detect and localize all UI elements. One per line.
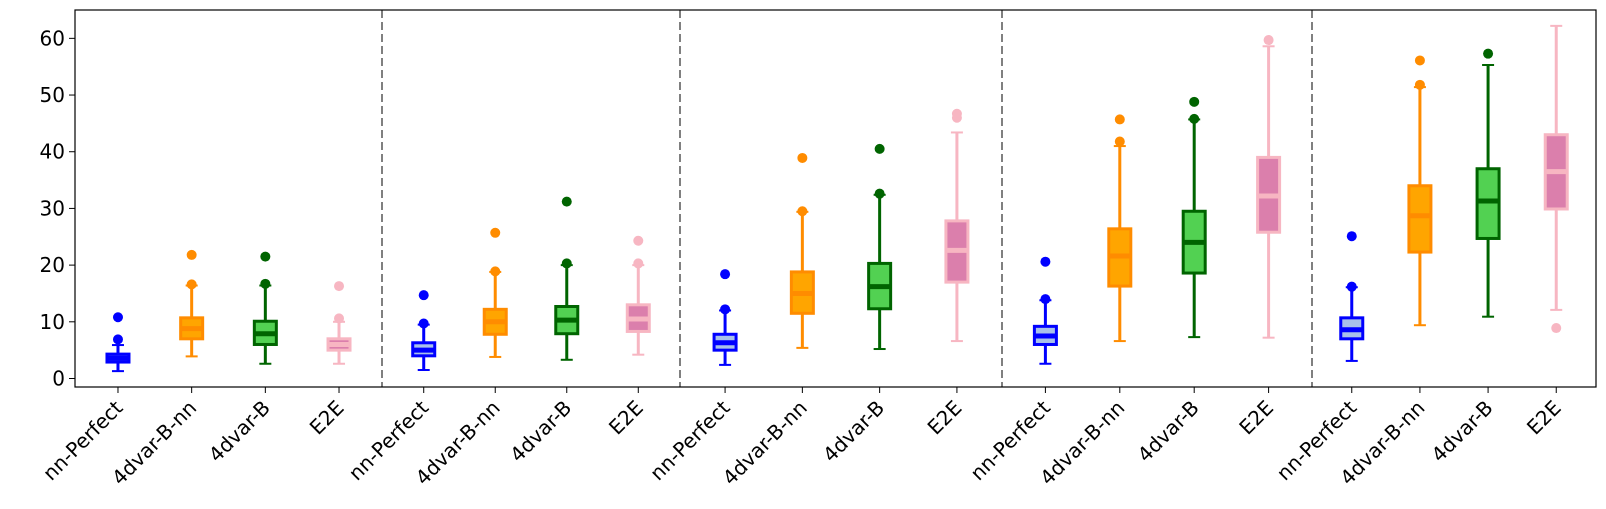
box-4dvar-B-group-5	[1475, 48, 1501, 318]
outlier-point	[490, 266, 501, 277]
y-tick-label: 60	[40, 26, 65, 50]
box-E2E-group-1	[326, 281, 352, 365]
outlier-point	[720, 304, 731, 315]
outlier-point	[561, 196, 572, 207]
x-tick-label: 4dvar-B	[1133, 396, 1204, 467]
x-tick-label: 4dvar-B	[1426, 396, 1497, 467]
outlier-point	[633, 258, 644, 269]
outlier-point	[1189, 96, 1200, 107]
x-tick-label: 4dvar-B	[505, 396, 576, 467]
outlier-point	[1114, 136, 1125, 147]
box-nn-Perfect-group-3	[712, 269, 738, 366]
box-4dvar-B-group-2	[554, 196, 580, 361]
y-tick-label: 40	[40, 140, 65, 164]
box-4dvar-B-nn-group-3	[789, 152, 815, 349]
outlier-point	[720, 269, 731, 280]
outlier-point	[874, 143, 885, 154]
x-tick-label: E2E	[305, 396, 349, 440]
x-tick-label: E2E	[1234, 396, 1278, 440]
x-tick-label: 4dvar-B	[204, 396, 275, 467]
outlier-point	[1414, 55, 1425, 66]
outlier-point	[1040, 294, 1051, 305]
outlier-point	[1483, 48, 1494, 59]
box-4dvar-B-nn-group-4	[1107, 114, 1133, 343]
outlier-point	[418, 318, 429, 329]
outlier-point	[1551, 323, 1562, 334]
outlier-point	[1346, 281, 1357, 292]
y-tick-label: 30	[40, 196, 65, 220]
x-tick-label: E2E	[923, 396, 967, 440]
box-4dvar-B-nn-group-5	[1407, 55, 1433, 327]
outlier-point	[1189, 113, 1200, 124]
outlier-point	[561, 258, 572, 269]
iqr-box	[1475, 167, 1501, 240]
outlier-point	[1040, 256, 1051, 267]
outlier-point	[1263, 35, 1274, 46]
outlier-point	[186, 249, 197, 260]
iqr-box	[1407, 184, 1433, 254]
outlier-point	[1346, 231, 1357, 242]
outlier-point	[633, 235, 644, 246]
outlier-point	[951, 108, 962, 119]
box-E2E-group-4	[1256, 35, 1282, 339]
box-nn-Perfect-group-5	[1339, 231, 1365, 362]
box-4dvar-B-group-4	[1181, 96, 1207, 339]
box-4dvar-B-group-1	[252, 251, 278, 365]
box-4dvar-B-group-3	[867, 143, 893, 351]
y-tick-label: 50	[40, 83, 65, 107]
box-E2E-group-2	[625, 235, 651, 356]
box-nn-Perfect-group-2	[411, 290, 437, 371]
plot-frame	[74, 9, 1597, 388]
outlier-point	[1114, 114, 1125, 125]
outlier-point	[1414, 79, 1425, 90]
outlier-point	[112, 312, 123, 323]
outlier-point	[797, 206, 808, 217]
x-tick-label: 4dvar-B-nn	[718, 396, 812, 490]
y-tick-label: 20	[40, 253, 65, 277]
outlier-point	[334, 313, 345, 324]
chart-marks	[105, 10, 1569, 387]
outlier-point	[418, 290, 429, 301]
box-4dvar-B-nn-group-2	[482, 227, 508, 358]
outlier-point	[874, 188, 885, 199]
y-tick-label: 10	[40, 310, 65, 334]
box-E2E-group-3	[944, 108, 970, 343]
box-E2E-group-5	[1543, 24, 1569, 334]
box-4dvar-B-nn-group-1	[179, 249, 205, 358]
box-nn-Perfect-group-4	[1032, 256, 1058, 365]
x-tick-label: E2E	[1522, 396, 1566, 440]
outlier-point	[112, 334, 123, 345]
outlier-point	[260, 278, 271, 289]
x-tick-label: 4dvar-B	[818, 396, 889, 467]
y-tick-label: 0	[52, 366, 65, 390]
outlier-point	[260, 251, 271, 262]
box-nn-Perfect-group-1	[105, 312, 131, 373]
x-tick-label: E2E	[604, 396, 648, 440]
outlier-point	[186, 279, 197, 290]
outlier-point	[490, 227, 501, 238]
outlier-point	[334, 281, 345, 292]
outlier-point	[797, 152, 808, 163]
